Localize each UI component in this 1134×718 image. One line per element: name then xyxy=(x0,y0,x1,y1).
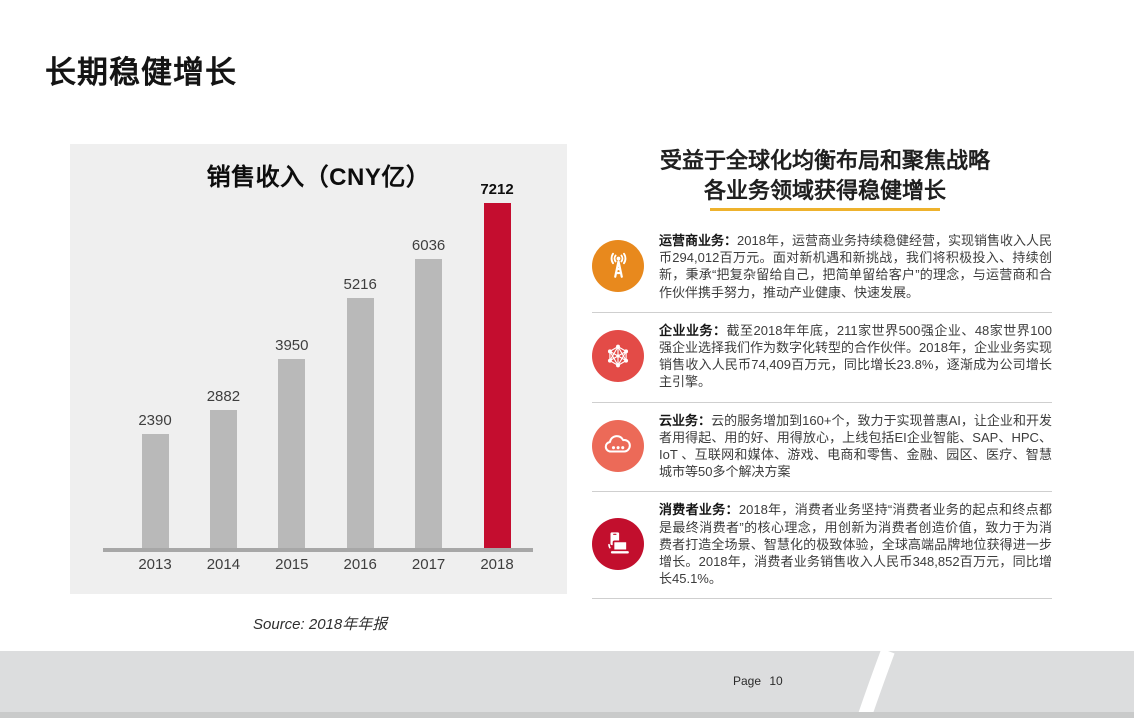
x-tick-2018: 2018 xyxy=(480,556,514,573)
x-tick-2014: 2014 xyxy=(206,556,241,573)
bar-value-2014: 2882 xyxy=(206,388,241,405)
x-tick-2013: 2013 xyxy=(138,556,172,573)
phone-laptop-icon xyxy=(592,518,644,571)
bar-value-2016: 5216 xyxy=(343,276,377,293)
business-section-3: 云业务：云的服务增加到160+个，致力于实现普惠AI，让企业和开发者用得起、用的… xyxy=(592,403,1052,493)
bar-plot: 2390 2013 2882 2014 3950 2015 5216 2016 6036 2017… xyxy=(70,144,567,594)
section-label: 运营商业务： xyxy=(659,233,738,248)
bar-2017 xyxy=(415,259,443,548)
chart-title: 销售收入（CNY亿） xyxy=(206,164,431,191)
section-label: 云业务： xyxy=(659,412,712,428)
cloud-icon xyxy=(592,420,644,473)
heading-line1: 受益于全球化均衡布局和聚焦战略 xyxy=(659,148,990,173)
page-title: 长期稳健增长 xyxy=(45,55,237,90)
bar-value-2017: 6036 xyxy=(411,237,446,254)
heading-line2: 各业务领域获得稳健增长 xyxy=(703,178,946,203)
section-label: 企业业务： xyxy=(659,322,727,338)
business-section-2: 企业业务：截至2018年年底，211家世界500强企业、48家世界100强企业选… xyxy=(592,313,1052,403)
source-note: Source: 2018年年报 xyxy=(253,616,388,633)
bar-value-2013: 2390 xyxy=(138,412,172,429)
bar-2013 xyxy=(141,434,169,548)
bar-value-2018: 7212 xyxy=(480,181,514,198)
section-text: 企业业务：截至2018年年底，211家世界500强企业、48家世界100强企业选… xyxy=(659,322,1052,390)
business-sections: 运营商业务：2018年，运营商业务持续稳健经营，实现销售收入人民币294,012… xyxy=(592,223,1052,600)
page-number: Page 10 xyxy=(733,674,783,688)
revenue-chart-panel: 销售收入（CNY亿） 2390 2013 2882 2014 3950 2015 5216 2… xyxy=(70,144,567,594)
section-text: 运营商业务：2018年，运营商业务持续稳健经营，实现销售收入人民币294,012… xyxy=(659,233,1052,300)
bar-2014 xyxy=(209,410,237,548)
network-mesh-icon xyxy=(592,330,644,383)
business-section-4: 消费者业务：2018年，消费者业务坚持“消费者业务的起点和终点都是最终消费者”的… xyxy=(592,492,1052,600)
footer-bottom-strip xyxy=(0,712,1134,718)
x-tick-2017: 2017 xyxy=(411,556,446,573)
business-section-1: 运营商业务：2018年，运营商业务持续稳健经营，实现销售收入人民币294,012… xyxy=(592,223,1052,313)
swoosh-decoration xyxy=(857,651,895,718)
heading-underline xyxy=(710,208,940,211)
right-panel-heading: 受益于全球化均衡布局和聚焦战略 各业务领域获得稳健增长 xyxy=(595,146,1055,211)
footer-bar: Page 10 xyxy=(0,651,1134,718)
section-text: 消费者业务：2018年，消费者业务坚持“消费者业务的起点和终点都是最终消费者”的… xyxy=(659,502,1052,587)
bar-2018 xyxy=(483,203,511,548)
bar-value-2015: 3950 xyxy=(275,337,309,354)
section-text: 云业务：云的服务增加到160+个，致力于实现普惠AI，让企业和开发者用得起、用的… xyxy=(659,412,1052,480)
x-tick-2015: 2015 xyxy=(275,556,309,573)
x-tick-2016: 2016 xyxy=(343,556,377,573)
antenna-tower-icon xyxy=(592,240,644,293)
section-label: 消费者业务： xyxy=(659,502,739,518)
bar-2016 xyxy=(346,298,374,548)
x-axis-line xyxy=(103,548,533,552)
bar-2015 xyxy=(278,359,306,548)
